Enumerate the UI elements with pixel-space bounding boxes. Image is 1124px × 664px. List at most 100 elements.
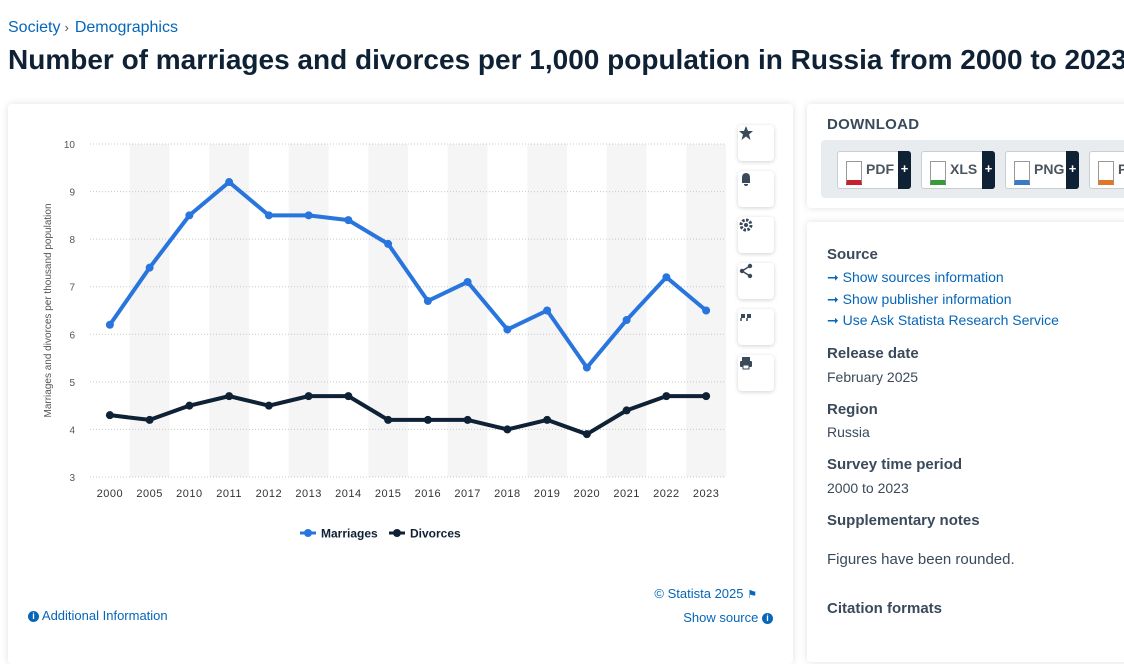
notification-button[interactable] — [738, 171, 774, 207]
data-point — [225, 392, 234, 401]
x-tick-label: 2019 — [534, 488, 560, 500]
x-tick-label: 2012 — [256, 488, 282, 500]
legend-marker — [393, 529, 401, 537]
cite-button[interactable] — [738, 309, 774, 345]
icon — [739, 263, 753, 279]
data-point — [622, 406, 631, 415]
plus: + — [1066, 151, 1079, 189]
download-button[interactable]: PNG + — [1005, 151, 1079, 189]
x-tick-label: 2015 — [375, 488, 401, 500]
info-icon: i — [28, 611, 39, 623]
download-heading: DOWNLOAD — [827, 116, 920, 133]
data-point — [622, 316, 631, 325]
settings-button[interactable] — [738, 217, 774, 253]
link-text: Show sources information — [842, 269, 1004, 285]
column-band — [209, 144, 249, 477]
copyright: © Statista 2025 ⚑ — [654, 586, 757, 601]
download-button[interactable]: PPT+ — [1089, 151, 1124, 189]
breadcrumb-link[interactable]: Demographics — [74, 19, 178, 36]
share-button[interactable] — [738, 263, 774, 299]
source-link[interactable]: ➞ Show publisher information — [827, 291, 1012, 307]
x-tick-label: 2021 — [613, 488, 639, 500]
series-line — [109, 394, 707, 437]
download-bar: PDF+XLS+PNG+PPT+ — [821, 140, 1124, 198]
file-icon — [930, 161, 946, 185]
citation-heading: Citation formats — [827, 600, 943, 617]
x-tick-label: 2010 — [176, 488, 202, 500]
source-heading: Source — [827, 246, 878, 263]
icon — [739, 126, 753, 140]
plus: + — [982, 151, 995, 189]
data-point — [264, 401, 273, 410]
data-point — [543, 415, 552, 424]
y-tick-label: 10 — [64, 140, 76, 151]
data-point — [304, 211, 313, 220]
source-link[interactable]: ➞ Show sources information — [827, 269, 1004, 285]
file-icon — [1098, 161, 1114, 185]
data-point — [145, 415, 154, 424]
data-point — [145, 263, 154, 272]
format-label: PDF — [866, 161, 894, 177]
data-point — [344, 392, 353, 401]
x-tick-label: 2013 — [295, 488, 321, 500]
flag-icon: ⚑ — [747, 589, 757, 601]
favorite-button[interactable] — [738, 125, 774, 161]
x-tick-label: 2005 — [136, 488, 162, 500]
data-point — [423, 296, 432, 305]
data-point — [304, 392, 313, 401]
breadcrumb: Society › Demographics — [8, 19, 178, 37]
column-band — [447, 144, 488, 477]
region-heading: Region — [827, 401, 878, 418]
separator: › — [64, 20, 69, 35]
data-point — [543, 306, 552, 315]
chart-card: 3 4 5 6 7 8 9 10 2000 2005 2010 2011 2012 2013 2014 201… — [8, 104, 793, 664]
show-source[interactable]: Show source i — [683, 610, 773, 625]
page: {"breadcrumb":["Society","Demographics"]… — [8, 19, 1124, 625]
data-point — [662, 273, 671, 282]
format-label: XLS — [950, 161, 978, 177]
legend-label: Marriages — [321, 527, 378, 541]
data-point — [702, 306, 711, 315]
y-tick-label: 3 — [69, 473, 75, 484]
data-point — [463, 415, 472, 424]
legend-label: Divorces — [410, 527, 461, 541]
legend-marker — [304, 529, 312, 537]
format-label: PNG — [1034, 161, 1065, 177]
print-button[interactable] — [738, 355, 774, 391]
additional-information[interactable]: i Additional Information — [28, 608, 168, 623]
data-point — [582, 363, 591, 372]
copyright-text: © Statista 2025 — [654, 586, 744, 601]
format-label: PPT — [1118, 161, 1124, 177]
plus: + — [898, 151, 911, 189]
column-band — [368, 144, 408, 477]
data-point — [503, 425, 512, 434]
data-point — [344, 216, 353, 225]
link-text: Use Ask Statista Research Service — [842, 312, 1059, 328]
file-icon — [846, 161, 862, 185]
column-band — [129, 144, 170, 477]
x-tick-label: 2011 — [216, 488, 242, 500]
data-point — [384, 415, 393, 424]
y-tick-label: 5 — [69, 378, 75, 389]
data-point — [185, 211, 194, 220]
y-tick-label: 9 — [69, 188, 75, 199]
notes: Figures have been rounded. — [827, 551, 1015, 568]
link-text: Show publisher information — [842, 291, 1012, 307]
download-button[interactable]: PDF + — [837, 151, 911, 189]
x-tick-label: 2000 — [97, 488, 123, 500]
data-point — [384, 239, 393, 248]
download-button[interactable]: XLS + — [921, 151, 995, 189]
data-point — [185, 401, 194, 410]
source-link[interactable]: ➞ Use Ask Statista Research Service — [827, 312, 1059, 328]
breadcrumb-link[interactable]: Society — [8, 19, 61, 36]
x-tick-label: 2020 — [574, 488, 600, 500]
show-source-text: Show source — [683, 610, 759, 625]
info-card: Source ➞ Show sources information ➞ Show… — [807, 222, 1124, 662]
file-icon — [1014, 161, 1030, 185]
notes-heading: Supplementary notes — [827, 512, 980, 529]
icon — [742, 173, 750, 186]
additional-information-text: Additional Information — [41, 608, 168, 623]
data-point — [662, 392, 671, 401]
data-point — [225, 178, 234, 187]
data-point — [264, 211, 273, 220]
